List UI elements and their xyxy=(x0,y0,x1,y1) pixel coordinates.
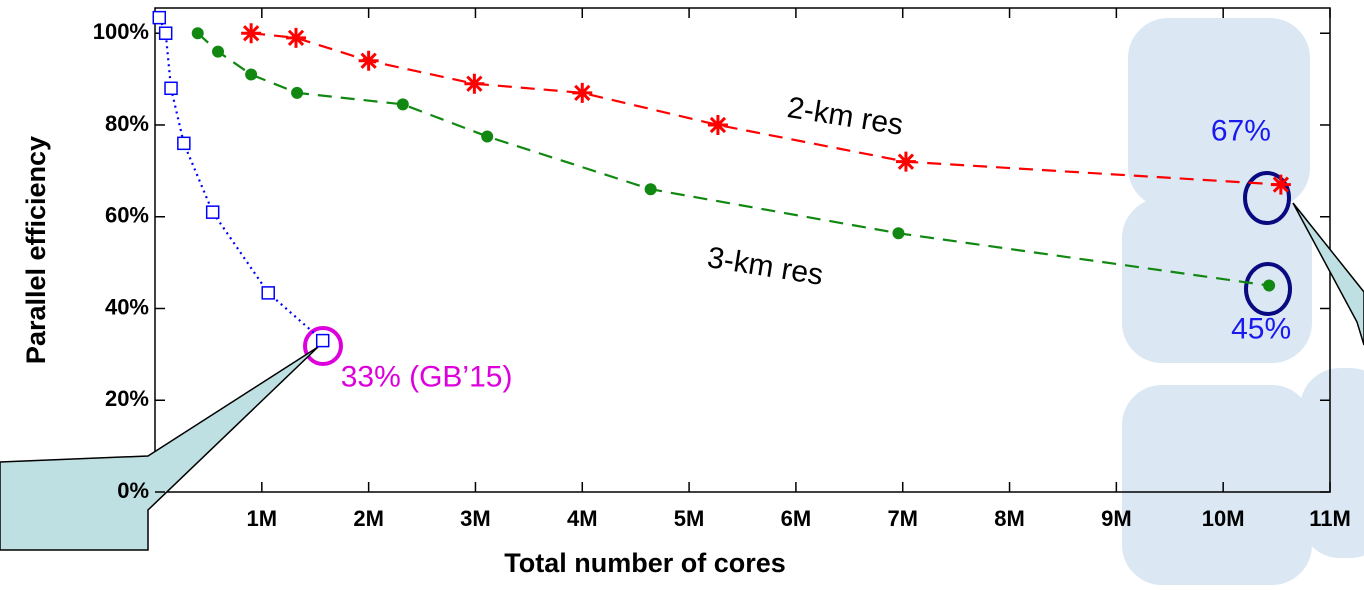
y-tick-label: 100% xyxy=(93,19,149,44)
point xyxy=(358,50,379,71)
point xyxy=(191,27,204,40)
point xyxy=(245,68,258,81)
y-tick-label: 80% xyxy=(105,111,149,136)
point xyxy=(291,86,304,99)
value-label: 67% xyxy=(1211,115,1271,148)
point xyxy=(481,130,494,143)
x-tick-label: 10M xyxy=(1202,506,1245,531)
point xyxy=(572,82,593,103)
point xyxy=(644,183,657,196)
point xyxy=(315,333,330,348)
x-tick-label: 1M xyxy=(247,506,278,531)
point xyxy=(892,227,905,240)
x-tick-label: 3M xyxy=(460,506,491,531)
value-label: 45% xyxy=(1231,312,1291,345)
decor-shape xyxy=(1122,385,1312,585)
y-tick-label: 60% xyxy=(105,203,149,228)
point xyxy=(241,23,262,44)
point xyxy=(707,114,728,135)
x-tick-label: 4M xyxy=(567,506,598,531)
x-tick-label: 8M xyxy=(994,506,1025,531)
x-tick-label: 5M xyxy=(674,506,705,531)
decor-shape xyxy=(1128,18,1310,208)
point xyxy=(286,27,306,48)
series-line xyxy=(158,17,324,342)
y-tick-label: 40% xyxy=(105,294,149,319)
series-line xyxy=(251,32,1281,186)
highlight-circle xyxy=(303,326,343,366)
highlight-circle xyxy=(1243,171,1291,225)
decor-shape xyxy=(1300,368,1364,558)
point xyxy=(396,98,409,111)
series-label: 3-km res xyxy=(705,241,825,292)
point xyxy=(158,26,173,40)
x-tick-label: 7M xyxy=(887,506,918,531)
callout xyxy=(0,346,319,551)
highlight-circle xyxy=(1244,262,1292,316)
y-axis-label: Parallel efficiency xyxy=(21,136,51,364)
y-tick-label: 0% xyxy=(117,478,149,503)
point xyxy=(164,81,178,96)
callout xyxy=(1292,202,1364,346)
x-tick-label: 11M xyxy=(1309,506,1351,531)
point xyxy=(261,286,275,300)
series-label: 2-km res xyxy=(785,91,905,142)
x-axis-label: Total number of cores xyxy=(504,548,786,578)
point xyxy=(152,10,167,25)
point xyxy=(1263,279,1276,292)
x-tick-label: 9M xyxy=(1101,506,1132,531)
point xyxy=(464,73,485,94)
value-label: 33% (GB’15) xyxy=(341,361,513,394)
point xyxy=(1270,174,1291,195)
decor-shape xyxy=(1122,198,1312,363)
point xyxy=(212,45,225,58)
x-tick-label: 2M xyxy=(353,506,384,531)
point xyxy=(205,205,220,219)
series-line xyxy=(196,32,1270,287)
x-tick-label: 6M xyxy=(781,506,812,531)
point xyxy=(177,136,191,151)
y-tick-label: 20% xyxy=(105,386,149,411)
background-decor xyxy=(1122,18,1364,585)
point xyxy=(895,151,916,172)
